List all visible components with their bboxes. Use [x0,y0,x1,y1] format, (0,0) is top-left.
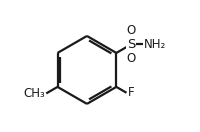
Text: O: O [126,24,136,37]
Text: NH₂: NH₂ [144,38,166,51]
Text: CH₃: CH₃ [24,87,46,100]
Text: O: O [126,52,136,65]
Text: F: F [128,86,134,99]
Text: S: S [127,38,135,51]
